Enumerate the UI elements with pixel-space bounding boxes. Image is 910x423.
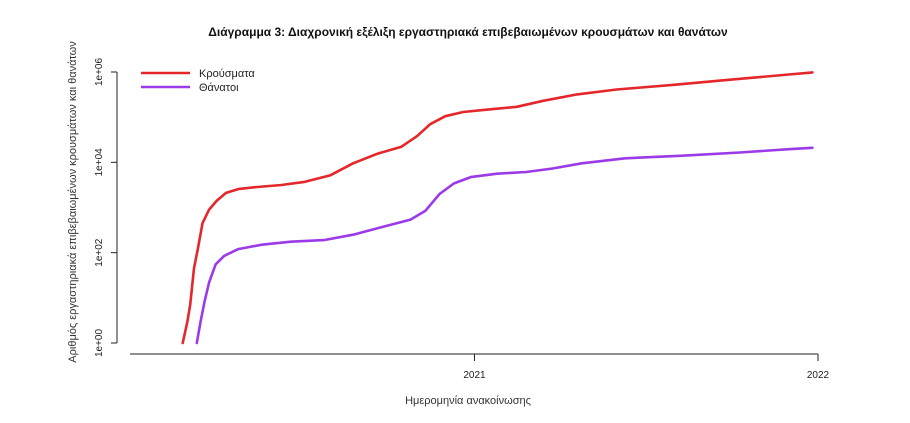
- series-line-0: [181, 71, 814, 345]
- y-axis-label: Αριθμός εργαστηριακά επιβεβαιωμένων κρου…: [67, 41, 79, 363]
- y-tick-label-1: 1e+02: [94, 238, 105, 267]
- y-tick-label-2: 1e+04: [94, 148, 105, 177]
- x-tick-label-0: 2021: [463, 370, 486, 381]
- x-tick-label-1: 2022: [807, 370, 830, 381]
- y-tick-label-0: 1e+00: [94, 329, 105, 358]
- chart-title: Διάγραμμα 3: Διαχρονική εξέλιξη εργαστηρ…: [208, 25, 728, 39]
- series-layer: [181, 71, 814, 345]
- x-axis-label: Ημερομηνία ανακοίνωσης: [405, 395, 531, 407]
- x-ticks: 2021 2022: [463, 354, 830, 381]
- legend: Κρούσματα Θάνατοι: [141, 68, 255, 94]
- series-line-1: [195, 146, 814, 345]
- y-ticks: 1e+00 1e+02 1e+04 1e+06: [94, 58, 117, 358]
- y-tick-label-3: 1e+06: [94, 58, 105, 87]
- legend-label-0: Κρούσματα: [199, 68, 255, 80]
- legend-label-1: Θάνατοι: [199, 82, 239, 94]
